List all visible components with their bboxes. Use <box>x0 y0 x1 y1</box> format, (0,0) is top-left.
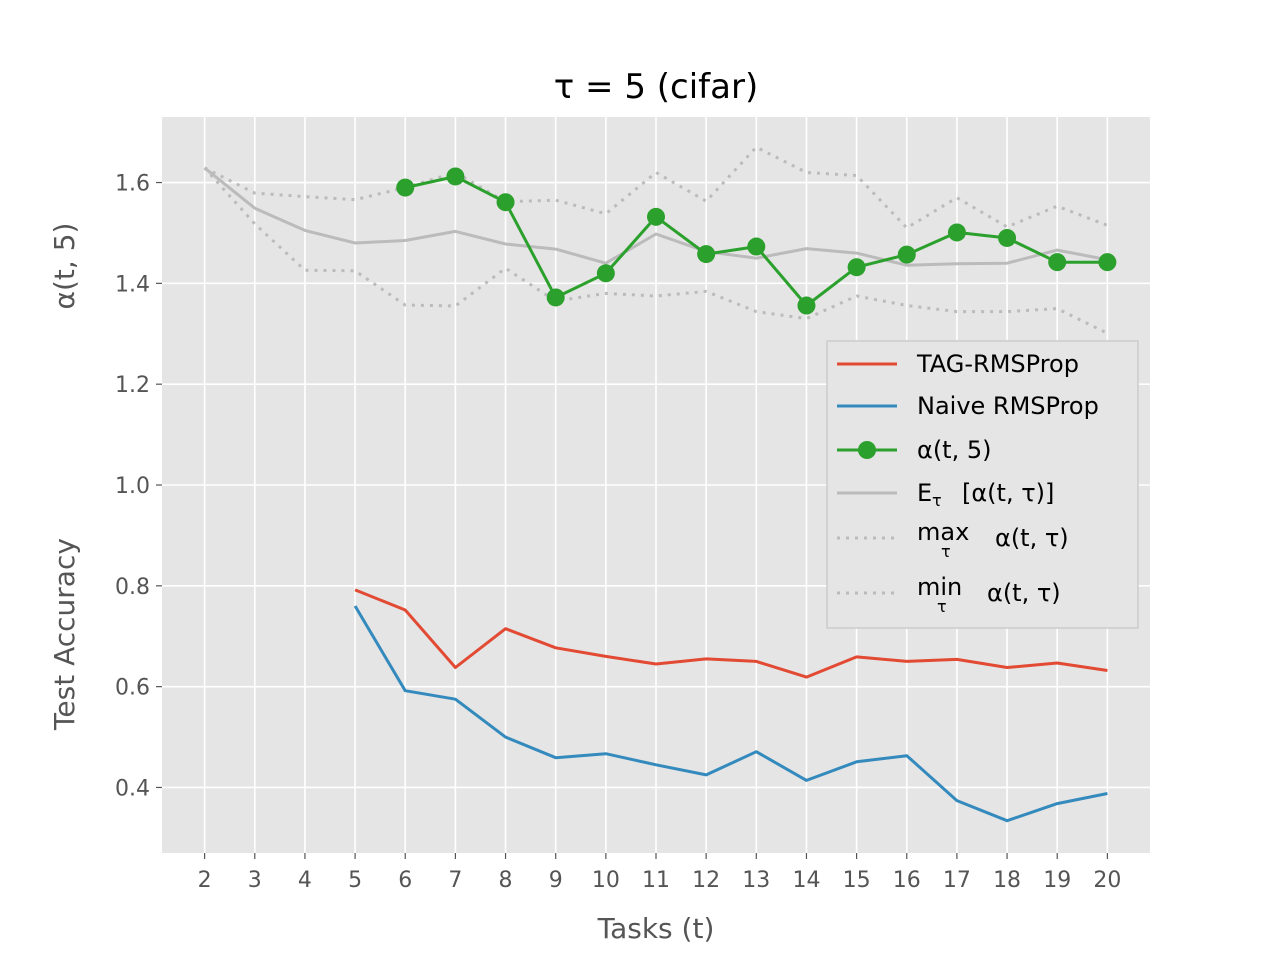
y-tick-label: 0.4 <box>115 776 150 801</box>
y-tick-label: 1.4 <box>115 272 150 297</box>
x-tick-label: 5 <box>348 868 362 893</box>
series-layer <box>203 145 1117 823</box>
y-axis-label-lower: Test Accuracy <box>48 538 81 731</box>
ticks: 2 3 4 5 6 7 8 9 10 11 12 13 14 15 16 17 18 19 20 0.4 0.6 0.8 1… <box>115 172 1121 893</box>
data-point-alpha <box>1048 253 1067 272</box>
series-line-tag <box>354 588 1108 679</box>
data-point-alpha <box>446 167 465 186</box>
series-alpha <box>396 167 1117 315</box>
data-point-alpha <box>947 223 966 242</box>
x-tick-label: 12 <box>692 868 720 893</box>
legend: TAG-RMSProp Naive RMSProp α(t, 5) E τ [α… <box>826 340 1139 629</box>
x-tick-label: 4 <box>298 868 312 893</box>
data-point-alpha <box>847 258 866 277</box>
x-axis-label: Tasks (t) <box>597 912 715 945</box>
series-naive <box>353 605 1108 823</box>
series-line-min <box>203 166 1109 335</box>
x-tick-label: 13 <box>742 868 770 893</box>
data-point-alpha <box>697 245 716 264</box>
legend-label-min-rest: α(t, τ) <box>987 579 1061 607</box>
data-point-alpha <box>747 237 766 256</box>
series-line-naive <box>353 605 1108 823</box>
series-line-mean <box>203 166 1108 267</box>
y-tick-label: 0.6 <box>115 676 150 701</box>
x-tick-label: 2 <box>198 868 212 893</box>
legend-label-alpha: α(t, 5) <box>917 436 991 464</box>
y-tick-label: 1.2 <box>115 373 150 398</box>
y-tick-label: 1.0 <box>115 474 150 499</box>
legend-label-tag: TAG-RMSProp <box>916 350 1079 378</box>
x-tick-label: 17 <box>943 868 971 893</box>
series-min <box>203 166 1109 335</box>
x-tick-label: 10 <box>592 868 620 893</box>
legend-label-max-main: max <box>917 518 969 546</box>
y-tick-label: 1.6 <box>115 172 150 197</box>
x-tick-label: 15 <box>843 868 871 893</box>
data-point-alpha <box>546 288 565 307</box>
x-tick-label: 14 <box>792 868 820 893</box>
x-tick-label: 16 <box>893 868 921 893</box>
x-tick-label: 3 <box>248 868 262 893</box>
x-tick-label: 19 <box>1043 868 1071 893</box>
legend-label-mean-rest: [α(t, τ)] <box>962 479 1054 507</box>
y-axis-label-upper: α(t, 5) <box>48 223 81 310</box>
series-mean <box>203 166 1108 267</box>
y-tick-label: 0.8 <box>115 575 150 600</box>
data-point-alpha <box>496 193 515 212</box>
x-tick-label: 18 <box>993 868 1021 893</box>
x-tick-label: 11 <box>642 868 670 893</box>
x-tick-label: 9 <box>549 868 563 893</box>
legend-label-mean-main: E <box>917 479 932 507</box>
legend-box <box>826 340 1139 629</box>
legend-label-min-main: min <box>917 573 962 601</box>
x-tick-label: 20 <box>1093 868 1121 893</box>
chart-title: τ = 5 (cifar) <box>554 67 758 107</box>
x-tick-label: 8 <box>499 868 513 893</box>
x-tick-label: 7 <box>448 868 462 893</box>
legend-marker-alpha <box>858 441 876 459</box>
legend-label-min-sub: τ <box>937 597 947 616</box>
data-point-alpha <box>897 245 916 264</box>
data-point-alpha <box>1098 253 1117 272</box>
legend-label-naive: Naive RMSProp <box>917 392 1099 420</box>
data-point-alpha <box>396 178 415 197</box>
data-point-alpha <box>998 228 1017 247</box>
legend-label-max-sub: τ <box>941 542 951 561</box>
data-point-alpha <box>596 264 615 283</box>
legend-label-max-rest: α(t, τ) <box>995 524 1069 552</box>
x-tick-label: 6 <box>398 868 412 893</box>
data-point-alpha <box>647 207 665 226</box>
data-point-alpha <box>797 296 816 315</box>
series-tag <box>354 588 1108 679</box>
legend-label-mean-sub: τ <box>932 491 942 510</box>
